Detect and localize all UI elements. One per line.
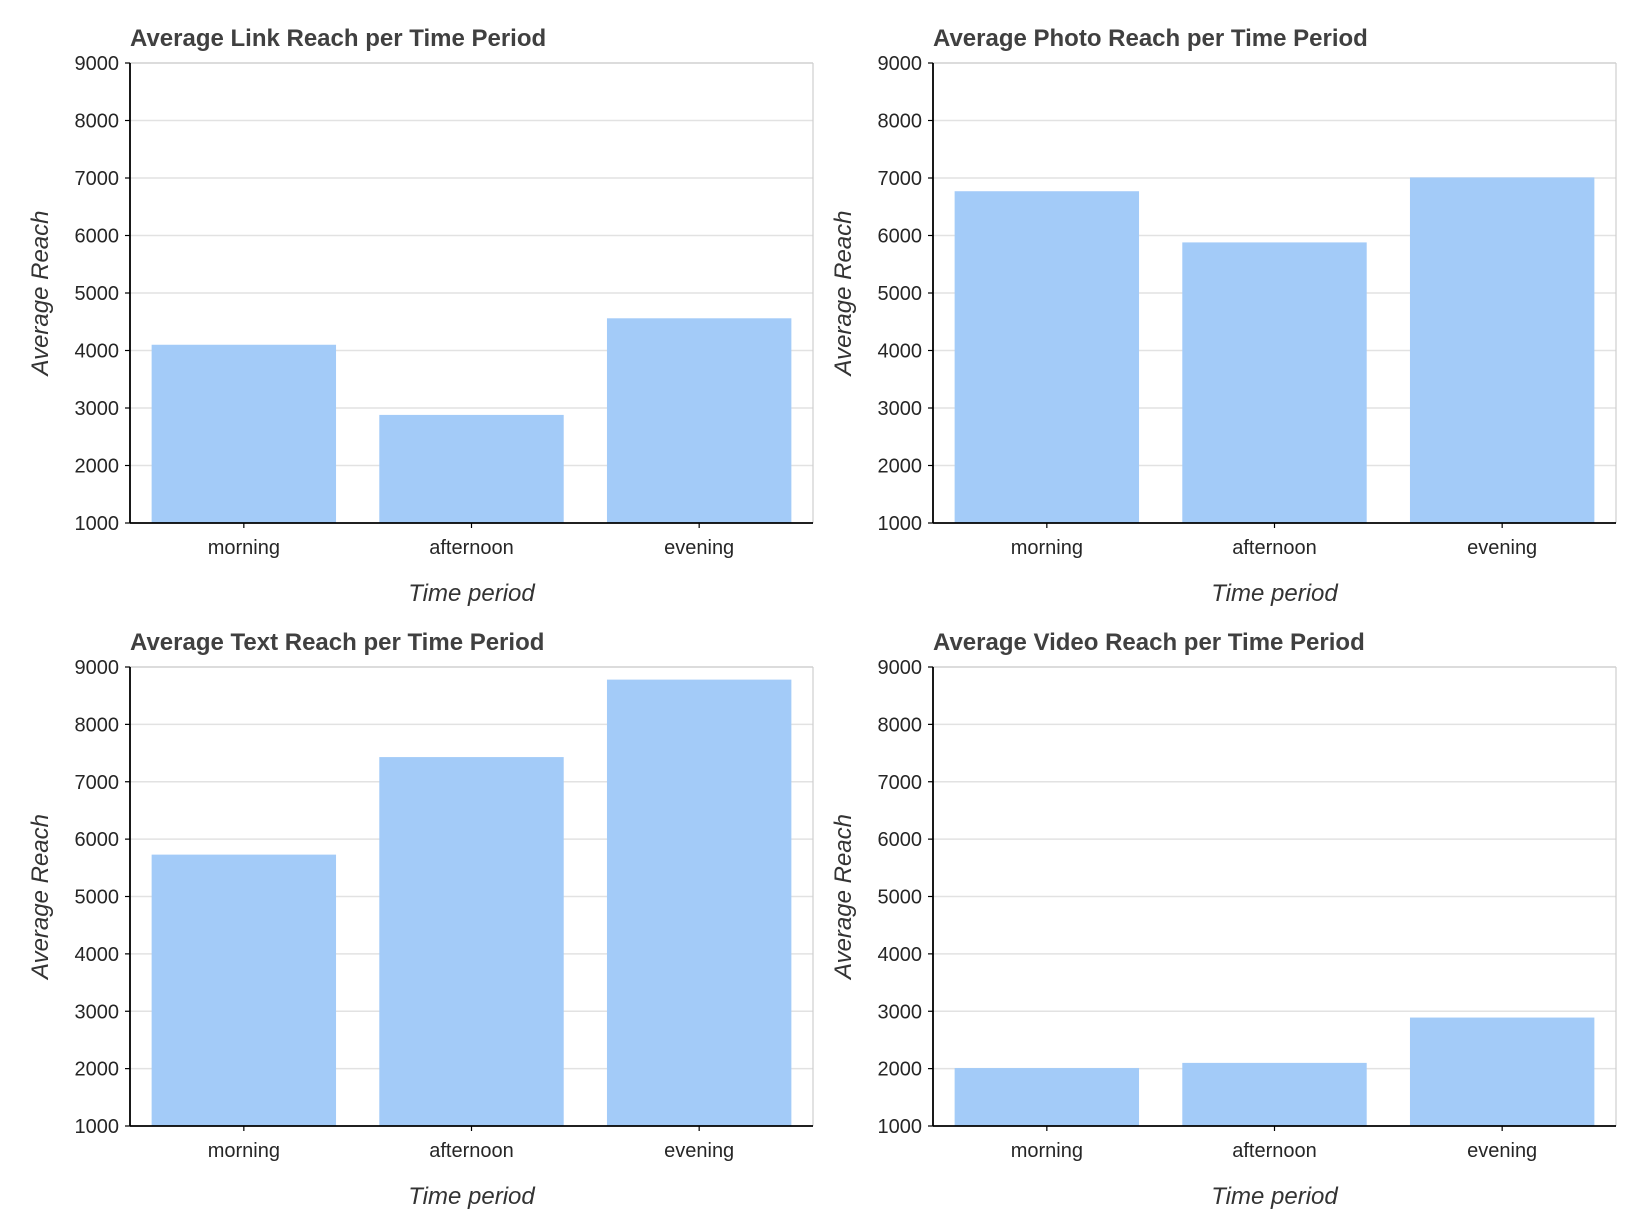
bar-afternoon bbox=[379, 414, 564, 523]
y-tick-label: 8000 bbox=[878, 714, 923, 736]
y-tick-label: 1000 bbox=[75, 1116, 120, 1138]
y-tick-label: 8000 bbox=[75, 111, 120, 133]
y-tick-label: 8000 bbox=[75, 714, 120, 736]
y-tick-label: 9000 bbox=[878, 53, 923, 75]
bar-evening bbox=[1409, 1017, 1595, 1126]
y-tick-label: 7000 bbox=[75, 168, 120, 190]
x-axis-label: Time period bbox=[408, 1183, 535, 1210]
x-axis-label: Time period bbox=[1211, 580, 1338, 607]
x-tick-label: morning bbox=[1011, 1140, 1083, 1162]
y-tick-label: 2000 bbox=[878, 1059, 923, 1081]
y-tick-label: 4000 bbox=[75, 944, 120, 966]
x-tick-label: afternoon bbox=[1232, 537, 1317, 559]
chart-panel-3: 1000 2000 3000 4000 5000 6000 7000 8000 9000 morn… bbox=[27, 629, 814, 1210]
chart-title: Average Link Reach per Time Period bbox=[130, 25, 546, 52]
y-tick-label: 1000 bbox=[878, 1116, 923, 1138]
bar-morning bbox=[151, 344, 337, 523]
x-tick-label: afternoon bbox=[1232, 1140, 1317, 1162]
bar-afternoon bbox=[379, 757, 564, 1126]
y-tick-label: 3000 bbox=[878, 398, 923, 420]
y-axis-label: Average Reach bbox=[830, 211, 857, 378]
y-tick-label: 7000 bbox=[878, 168, 923, 190]
bar-evening bbox=[1409, 177, 1595, 524]
y-tick-label: 1000 bbox=[878, 513, 923, 535]
y-tick-label: 6000 bbox=[75, 829, 120, 851]
y-tick-label: 3000 bbox=[75, 398, 120, 420]
y-axis-label: Average Reach bbox=[830, 814, 857, 981]
chart-title: Average Photo Reach per Time Period bbox=[933, 25, 1368, 52]
y-tick-label: 3000 bbox=[878, 1001, 923, 1023]
x-tick-label: evening bbox=[1467, 537, 1537, 559]
bar-morning bbox=[954, 191, 1140, 523]
x-tick-label: afternoon bbox=[429, 1140, 514, 1162]
x-tick-label: morning bbox=[208, 537, 280, 559]
y-tick-label: 7000 bbox=[878, 772, 923, 794]
x-tick-label: evening bbox=[1467, 1140, 1537, 1162]
y-tick-label: 1000 bbox=[75, 513, 120, 535]
bar-afternoon bbox=[1182, 242, 1367, 523]
x-tick-label: evening bbox=[664, 537, 734, 559]
bar-morning bbox=[954, 1068, 1140, 1126]
chart-panel-4: 1000 2000 3000 4000 5000 6000 7000 8000 9000 morn… bbox=[830, 629, 1617, 1210]
y-axis-label: Average Reach bbox=[27, 211, 54, 378]
bar-afternoon bbox=[1182, 1062, 1367, 1126]
y-tick-label: 5000 bbox=[75, 887, 120, 909]
chart-panel-2: 1000 2000 3000 4000 5000 6000 7000 8000 9000 morn… bbox=[830, 25, 1617, 607]
chart-panel-1: 1000 2000 3000 4000 5000 6000 7000 8000 9000 morn… bbox=[27, 25, 814, 607]
chart-title: Average Text Reach per Time Period bbox=[130, 629, 544, 656]
y-tick-label: 6000 bbox=[75, 226, 120, 248]
y-tick-label: 3000 bbox=[75, 1001, 120, 1023]
y-tick-label: 6000 bbox=[878, 829, 923, 851]
x-tick-label: afternoon bbox=[429, 537, 514, 559]
bar-evening bbox=[606, 679, 792, 1126]
x-tick-label: evening bbox=[664, 1140, 734, 1162]
y-tick-label: 4000 bbox=[878, 944, 923, 966]
x-tick-label: morning bbox=[1011, 537, 1083, 559]
bar-morning bbox=[151, 854, 337, 1126]
y-tick-label: 9000 bbox=[75, 657, 120, 679]
x-axis-label: Time period bbox=[408, 580, 535, 607]
y-tick-label: 9000 bbox=[878, 657, 923, 679]
x-axis-label: Time period bbox=[1211, 1183, 1338, 1210]
y-tick-label: 7000 bbox=[75, 772, 120, 794]
y-tick-label: 2000 bbox=[75, 456, 120, 478]
y-tick-label: 6000 bbox=[878, 226, 923, 248]
bar-evening bbox=[606, 318, 792, 523]
y-tick-label: 5000 bbox=[75, 283, 120, 305]
x-tick-label: morning bbox=[208, 1140, 280, 1162]
y-tick-label: 2000 bbox=[75, 1059, 120, 1081]
chart-title: Average Video Reach per Time Period bbox=[933, 629, 1365, 656]
y-tick-label: 4000 bbox=[878, 341, 923, 363]
y-tick-label: 2000 bbox=[878, 456, 923, 478]
y-tick-label: 9000 bbox=[75, 53, 120, 75]
y-tick-label: 4000 bbox=[75, 341, 120, 363]
y-tick-label: 8000 bbox=[878, 111, 923, 133]
y-tick-label: 5000 bbox=[878, 283, 923, 305]
y-tick-label: 5000 bbox=[878, 887, 923, 909]
y-axis-label: Average Reach bbox=[27, 814, 54, 981]
